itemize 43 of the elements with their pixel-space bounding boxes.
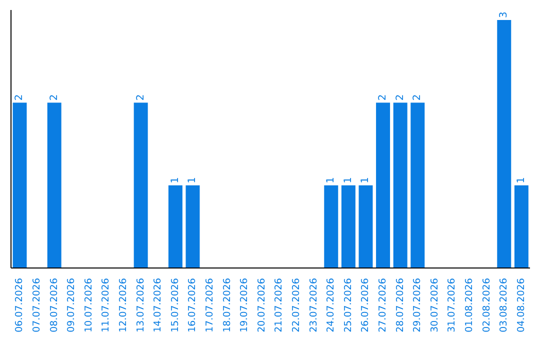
- x-tick-label: 16.07.2026: [187, 278, 198, 332]
- data-label: 2: [412, 94, 424, 101]
- data-label: 2: [135, 94, 146, 101]
- data-label: 1: [360, 176, 372, 184]
- x-tick-label: 10.07.2026: [83, 278, 94, 332]
- x-tick-label: 23.07.2026: [308, 278, 320, 332]
- x-tick-label: 29.07.2026: [412, 278, 424, 332]
- data-label: 2: [48, 94, 60, 101]
- x-tick-label: 30.07.2026: [429, 278, 440, 332]
- data-label: 2: [378, 94, 389, 101]
- data-label: 1: [326, 176, 337, 184]
- x-tick-label: 08.07.2026: [48, 278, 60, 332]
- x-tick-label: 06.07.2026: [14, 278, 26, 332]
- x-tick-label: 17.07.2026: [204, 278, 216, 332]
- x-tick-label: 12.07.2026: [118, 278, 129, 332]
- data-label: 2: [14, 94, 26, 101]
- x-tick-label: 09.07.2026: [66, 278, 78, 332]
- x-tick-label: 18.07.2026: [222, 278, 233, 332]
- data-label: 1: [170, 176, 181, 184]
- x-tick-label: 27.07.2026: [377, 278, 388, 332]
- x-tick-label: 22.07.2026: [290, 278, 302, 332]
- x-tick-label: 02.08.2026: [481, 278, 492, 332]
- x-tick-label: 20.07.2026: [256, 278, 268, 332]
- x-tick-label: 04.08.2026: [516, 278, 527, 332]
- x-tick-label: 24.07.2026: [326, 278, 337, 332]
- x-tick-label: 19.07.2026: [239, 278, 250, 332]
- x-tick-label: 14.07.2026: [152, 278, 164, 332]
- x-tick-label: 31.07.2026: [446, 278, 458, 332]
- data-label: 1: [516, 176, 527, 184]
- x-tick-label: 25.07.2026: [342, 278, 354, 332]
- x-tick-label: 01.08.2026: [464, 278, 475, 332]
- data-label: 2: [394, 94, 406, 101]
- x-tick-label: 21.07.2026: [274, 278, 285, 332]
- x-tick-label: 26.07.2026: [360, 278, 372, 332]
- x-tick-label: 28.07.2026: [394, 278, 406, 332]
- x-tick-label: 11.07.2026: [100, 278, 112, 332]
- data-label: 3: [498, 12, 510, 18]
- data-label: 1: [342, 176, 354, 184]
- x-tick-label: 13.07.2026: [135, 278, 146, 332]
- x-tick-label: 15.07.2026: [170, 278, 181, 332]
- x-tick-label: 07.07.2026: [31, 278, 42, 332]
- data-label: 1: [187, 176, 198, 184]
- x-tick-label: 03.08.2026: [498, 278, 510, 332]
